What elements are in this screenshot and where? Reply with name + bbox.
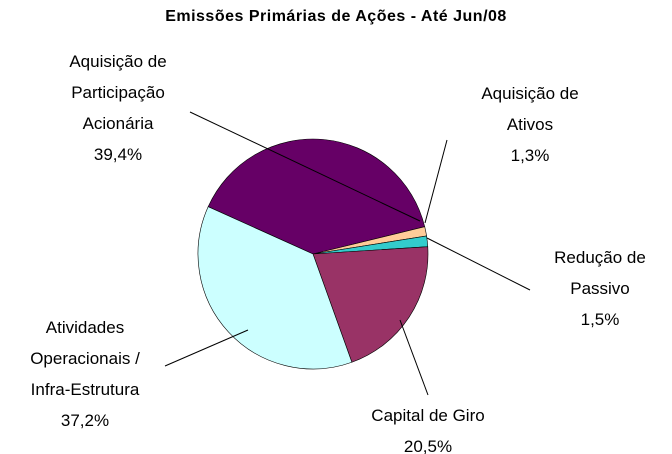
leader-line <box>424 139 448 224</box>
category-label: Capital de Giro <box>371 406 485 425</box>
pie-slice <box>207 138 426 255</box>
leader-line <box>164 329 249 367</box>
slice-label: Aquisição de Participação Acionária 39,4% <box>48 46 188 170</box>
slice-label: Aquisição de Ativos 1,3% <box>460 78 600 171</box>
slice-label: Redução de Passivo 1,5% <box>535 242 665 335</box>
category-label: Aquisição de Participação Acionária <box>69 52 167 133</box>
category-label: Aquisição de Ativos <box>481 84 579 134</box>
category-label: Atividades Operacionais / Infra-Estrutur… <box>30 318 140 399</box>
slice-label: Capital de Giro 20,5% <box>353 400 503 454</box>
leader-line <box>426 237 531 291</box>
value-label: 1,3% <box>510 146 550 165</box>
leader-line <box>189 111 421 222</box>
value-label: 1,5% <box>580 310 620 329</box>
chart-title: Emissões Primárias de Ações - Até Jun/08 <box>165 8 507 25</box>
value-label: 20,5% <box>403 437 453 454</box>
slice-label: Atividades Operacionais / Infra-Estrutur… <box>10 312 160 436</box>
pie-slice <box>197 206 353 370</box>
category-label: Redução de Passivo <box>554 248 646 298</box>
value-label: 37,2% <box>60 411 110 430</box>
value-label: 39,4% <box>93 145 143 164</box>
leader-line <box>399 319 429 396</box>
